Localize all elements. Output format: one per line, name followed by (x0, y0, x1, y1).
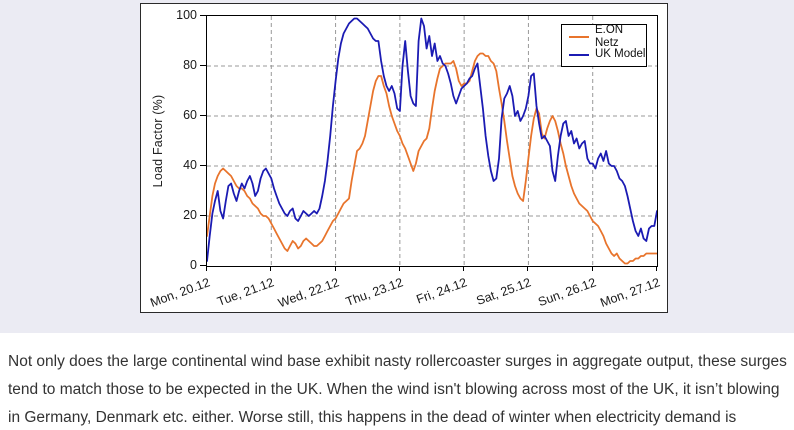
x-tick-mark (527, 266, 529, 271)
y-tick-mark (200, 115, 206, 116)
y-tick-mark (200, 265, 206, 266)
y-tick-mark (200, 165, 206, 166)
legend-entry: E.ON Netz (569, 24, 646, 49)
y-tick-mark (200, 215, 206, 216)
legend-line-swatch (569, 53, 589, 56)
y-tick-mark (200, 65, 206, 66)
y-tick-label: 60 (183, 107, 197, 122)
y-tick-label: 40 (183, 157, 197, 172)
y-tick-label: 20 (183, 207, 197, 222)
legend-label: UK Model (595, 48, 646, 60)
x-tick-mark (206, 266, 207, 271)
y-tick-mark (200, 15, 206, 16)
x-tick-mark (656, 266, 657, 271)
y-tick-label: 0 (190, 257, 197, 272)
x-tick-mark (463, 266, 465, 271)
legend-line-swatch (569, 35, 589, 38)
y-tick-label: 80 (183, 57, 197, 72)
legend: E.ON Netz UK Model (561, 24, 647, 67)
series-line-uk-model (207, 17, 657, 262)
x-tick-mark (270, 266, 272, 271)
x-tick-mark (591, 266, 593, 271)
legend-entry: UK Model (569, 48, 646, 61)
caption-text: Not only does the large continental wind… (8, 352, 787, 426)
legend-label: E.ON Netz (595, 23, 624, 49)
y-tick-label: 100 (176, 7, 197, 22)
x-tick-mark (398, 266, 400, 271)
series-line-e-on-netz (207, 52, 657, 265)
wind-load-factor-chart: Load Factor (%) 0 20 40 60 80 100 Mon, 20.12 T… (140, 3, 668, 313)
y-axis-title: Load Factor (%) (151, 94, 165, 188)
x-tick-mark (334, 266, 336, 271)
